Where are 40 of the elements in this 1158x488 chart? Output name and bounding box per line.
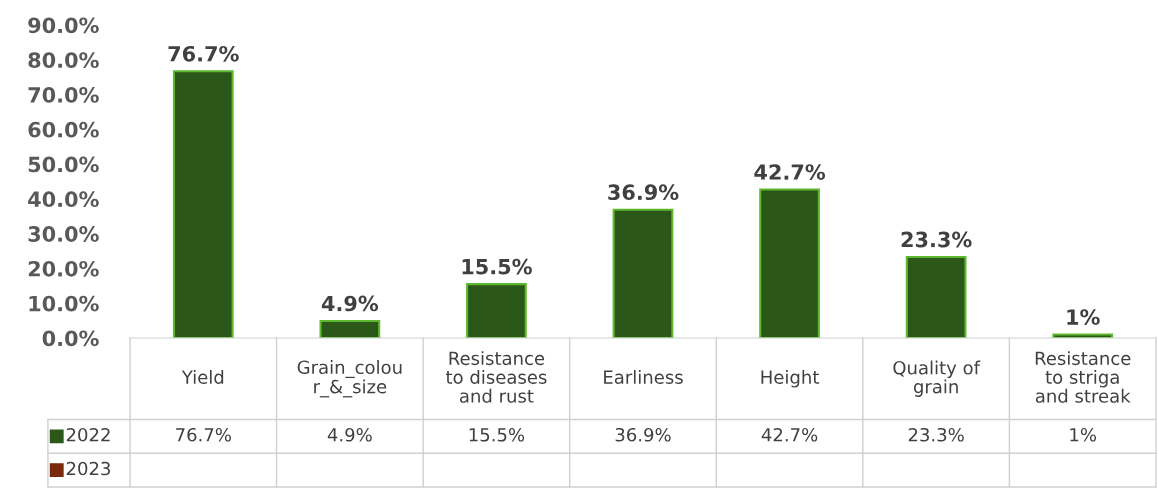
y-tick-label: 90.0% (28, 17, 99, 34)
data-label: 15.5% (469, 427, 525, 442)
text: 1% (1067, 309, 1100, 325)
bar (612, 208, 674, 338)
x-tick-label: Height (761, 370, 819, 388)
text: 4.9% (321, 295, 379, 312)
y-tick-label: 70.0% (28, 87, 99, 103)
text: 23.3% (901, 231, 972, 248)
y-tick-label: 20.0% (28, 260, 99, 277)
text: 15.5% (462, 258, 532, 275)
y-tick-label: 30.0% (28, 226, 99, 242)
data-label: 76.7% (176, 427, 231, 442)
bar (759, 188, 820, 338)
y-tick-label: 10.0% (29, 295, 99, 312)
data-label: 1% (1070, 427, 1097, 442)
x-tick-label: Resistance to diseases and rust (445, 351, 547, 403)
x-tick-label: Yield (181, 370, 224, 384)
y-tick-label: 80.0% (28, 52, 99, 68)
y-tick-label: 50.0% (28, 156, 99, 173)
bar (1052, 333, 1114, 338)
data-label: 4.9% (327, 427, 372, 442)
x-tick-label: Earliness (604, 370, 683, 384)
bar (172, 70, 234, 338)
x-tick-label: Grain_colou r_&_size (297, 360, 402, 398)
x-tick-label: Quality of grain (893, 360, 981, 397)
data-label: 23.3% (908, 427, 964, 442)
text: 76.7% (168, 45, 239, 62)
bar (905, 255, 967, 338)
x-tick-label: Resistance to striga and streak (1035, 351, 1131, 403)
y-tick-label: 40.0% (28, 191, 99, 208)
legend-label: 2022 (66, 427, 110, 442)
y-tick-label: 60.0% (28, 121, 99, 138)
y-tick-label: 0.0% (42, 330, 99, 347)
text: 42.7% (754, 164, 826, 180)
bar (466, 283, 527, 338)
bar (319, 319, 381, 338)
data-label: 36.9% (615, 427, 671, 442)
legend-label: 2023 (66, 461, 111, 476)
text: 36.9% (608, 184, 679, 201)
data-label: 42.7% (761, 427, 818, 442)
